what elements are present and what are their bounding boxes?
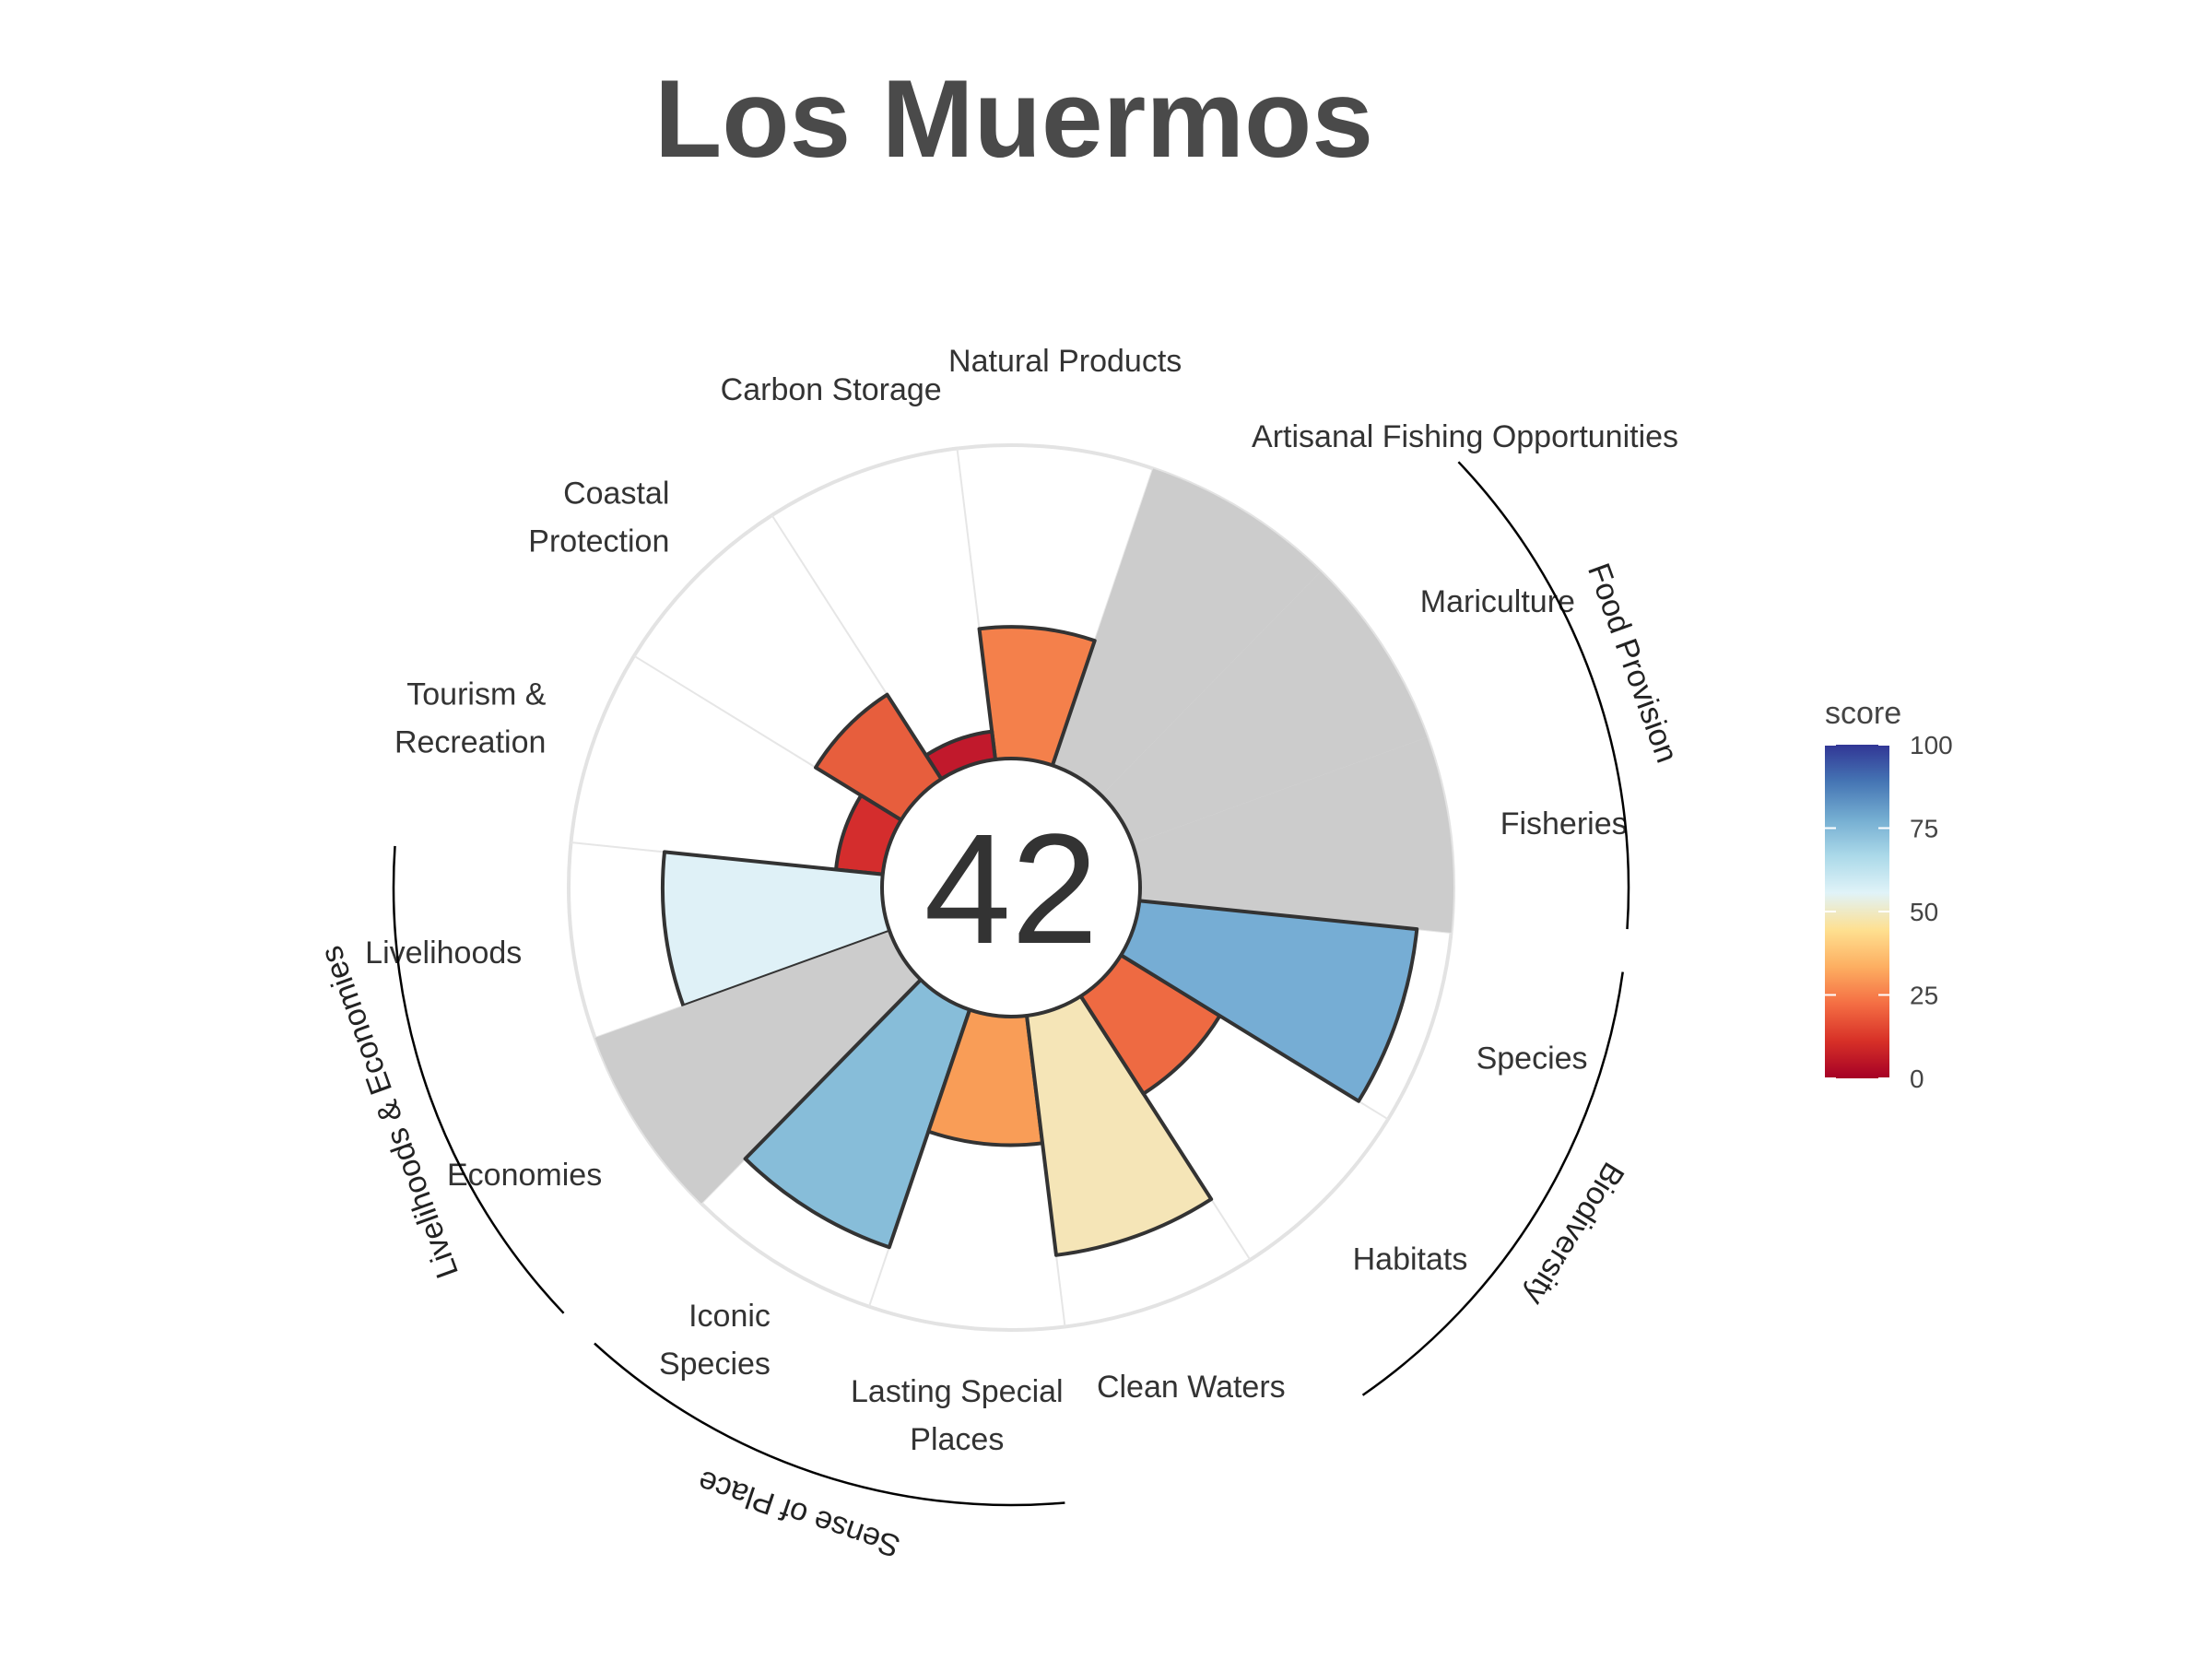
goal-label-habitats: Habitats — [1353, 1242, 1468, 1277]
page-title: Los Muermos — [653, 57, 1374, 181]
goal-label-line: Carbon Storage — [721, 372, 942, 407]
goal-label-line: Fisheries — [1500, 806, 1628, 841]
group-arc-livelihoods-and-economies — [392, 845, 565, 1314]
goal-label-line: Livelihoods — [365, 935, 522, 971]
goal-label-line: Tourism & — [406, 677, 546, 712]
goal-label-fisheries: Fisheries — [1500, 806, 1628, 841]
group-label-food-provision: Food Provision — [1581, 559, 1685, 767]
goal-label-line: Recreation — [394, 725, 546, 760]
legend-tick-label: 100 — [1910, 731, 1953, 759]
goal-label-line: Lasting Special — [851, 1374, 1064, 1409]
group-label-sense-of-place: Sense of Place — [694, 1463, 905, 1563]
goal-label-line: Species — [1477, 1041, 1588, 1076]
goal-label-line: Iconic — [688, 1299, 771, 1334]
group-label-livelihoods-and-economies: Livelihoods & Economies — [313, 941, 465, 1282]
legend-tick-label: 25 — [1910, 982, 1938, 1010]
center-score: 42 — [880, 757, 1142, 1018]
goal-label-line: Species — [659, 1347, 771, 1382]
petals — [594, 468, 1453, 1257]
group-arc-biodiversity — [1361, 971, 1624, 1396]
legend-ticks: 0 25 50 75 100 — [1825, 731, 1953, 1093]
legend: score 0 25 50 75 100 — [1825, 696, 1953, 1093]
goal-label-clean-waters: Clean Waters — [1097, 1370, 1286, 1405]
legend-tick-label: 0 — [1910, 1065, 1924, 1093]
goal-label-line: Economies — [447, 1158, 602, 1193]
goal-label-livelihoods: Livelihoods — [365, 935, 522, 971]
goal-label-line: Clean Waters — [1097, 1370, 1286, 1405]
goal-label-tourism-and-recreation: Tourism & Recreation — [394, 677, 547, 760]
overall-score: 42 — [924, 802, 1098, 977]
goal-label-economies: Economies — [447, 1158, 602, 1193]
goal-label-carbon-storage: Carbon Storage — [721, 372, 942, 407]
goal-label-coastal-protection: Coastal Protection — [528, 476, 669, 559]
goal-label-species: Species — [1477, 1041, 1588, 1076]
legend-tick-label: 50 — [1910, 898, 1938, 926]
goal-label-line: Natural Products — [948, 344, 1182, 379]
goal-label-mariculture: Mariculture — [1420, 584, 1575, 619]
center-circle — [880, 757, 1142, 1018]
goal-labels: Fisheries Mariculture Artisanal Fishing Op… — [365, 344, 1678, 1457]
goal-label-lasting-special-places: Lasting Special Places — [851, 1374, 1064, 1457]
goal-label-natural-products: Natural Products — [948, 344, 1182, 379]
group-arc-food-provision — [1457, 461, 1630, 930]
group-arc-sense-of-place — [594, 1342, 1065, 1507]
goal-label-iconic-species: Iconic Species — [659, 1299, 771, 1382]
goal-label-artisanal-fishing-opportunities: Artisanal Fishing Opportunities — [1252, 419, 1678, 454]
goal-label-line: Protection — [528, 524, 669, 559]
petal-economies — [594, 930, 923, 1204]
goal-label-line: Places — [910, 1422, 1004, 1457]
goal-label-line: Mariculture — [1420, 584, 1575, 619]
goal-label-line: Habitats — [1353, 1242, 1468, 1277]
petal-mariculture — [1100, 571, 1428, 845]
goal-label-line: Artisanal Fishing Opportunities — [1252, 419, 1678, 454]
petal-artisanal-fishing-opportunities — [1052, 468, 1322, 797]
group-label-biodiversity: Biodiversity — [1517, 1156, 1630, 1311]
legend-tick-label: 75 — [1910, 815, 1938, 843]
legend-title: score — [1825, 696, 1901, 731]
petal-fisheries — [1130, 736, 1453, 933]
goal-label-line: Coastal — [563, 476, 669, 511]
